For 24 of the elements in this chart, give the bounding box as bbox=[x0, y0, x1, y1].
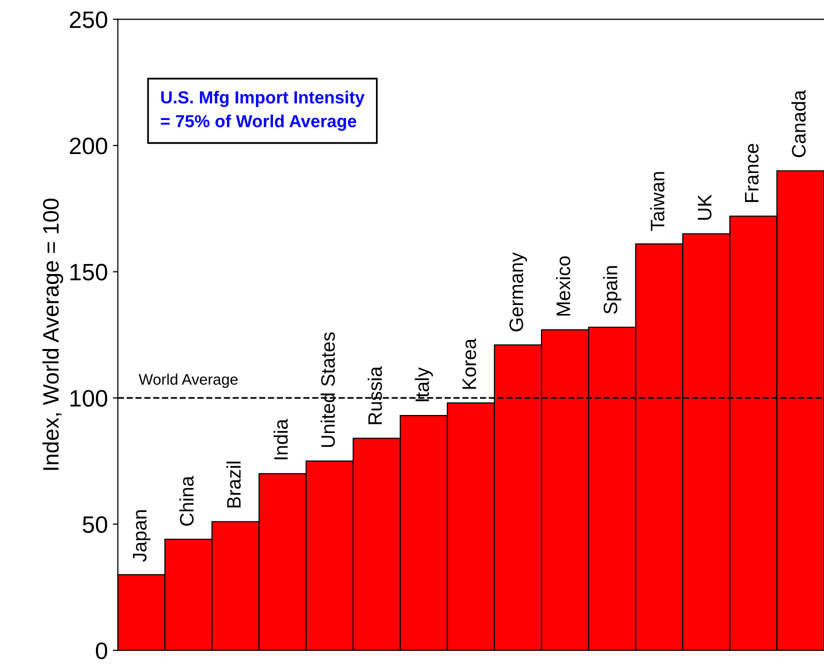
y-tick-label: 0 bbox=[96, 642, 108, 660]
y-tick-label: 50 bbox=[82, 516, 108, 533]
x-tick-label: United States bbox=[320, 332, 335, 447]
ref-line-label: World Average bbox=[138, 374, 238, 388]
x-tick-label: UK bbox=[698, 194, 712, 220]
x-tick-label: India bbox=[274, 418, 288, 460]
x-tick-label: Spain bbox=[603, 266, 622, 314]
x-tick-label: France bbox=[745, 144, 759, 202]
x-tick-label: Brazil bbox=[226, 462, 241, 508]
x-tick-label: Japan bbox=[133, 510, 150, 562]
y-tick-label: 200 bbox=[70, 138, 108, 154]
y-tick-label: 150 bbox=[70, 264, 108, 281]
x-tick-label: Russia bbox=[368, 366, 382, 424]
annotation: U.S. Mfg Import Intensity = 75% of World Average bbox=[160, 90, 365, 131]
x-tick-label: Taiwan bbox=[650, 172, 664, 231]
y-axis-title: Index, World Average = 100 bbox=[42, 198, 64, 470]
y-tick-label: 250 bbox=[70, 11, 108, 28]
x-tick-label: China bbox=[179, 476, 194, 526]
x-tick-label: Korea bbox=[462, 338, 476, 389]
x-tick-label: Canada bbox=[791, 90, 806, 158]
x-tick-label: Italy bbox=[414, 367, 433, 402]
x-tick-label: Germany bbox=[509, 252, 528, 332]
x-tick-label: Mexico bbox=[556, 256, 570, 316]
y-tick-label: 100 bbox=[70, 390, 108, 407]
